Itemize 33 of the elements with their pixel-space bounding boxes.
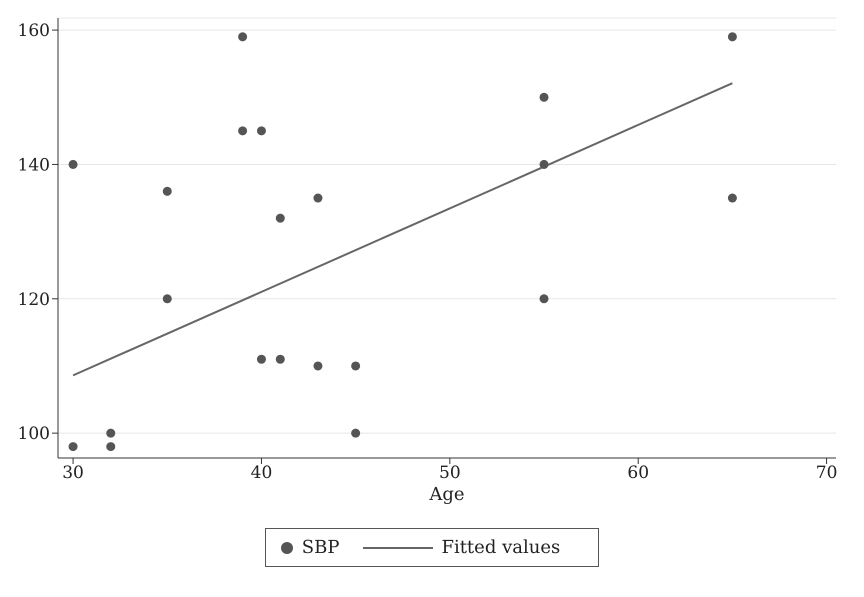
y-tick-label: 140	[18, 155, 50, 176]
point	[728, 194, 737, 203]
point	[313, 361, 322, 370]
point	[256, 126, 266, 136]
point	[540, 92, 549, 102]
point	[106, 442, 116, 452]
point	[238, 32, 248, 42]
point	[313, 194, 322, 203]
x-axis-title: Age	[428, 484, 465, 505]
point	[238, 126, 248, 136]
legend-label: SBP	[302, 537, 340, 558]
point	[106, 428, 116, 438]
point	[728, 32, 737, 42]
point	[351, 428, 360, 438]
x-tick-label: 60	[627, 463, 650, 484]
point	[540, 294, 549, 304]
point	[351, 361, 360, 370]
x-tick-label: 30	[62, 463, 84, 484]
point	[68, 442, 78, 452]
point	[276, 214, 285, 223]
y-tick-label: 100	[18, 424, 50, 444]
point	[540, 160, 549, 169]
y-tick-label: 120	[18, 290, 50, 310]
point	[256, 354, 266, 364]
legend-label: Fitted values	[441, 537, 560, 558]
point	[276, 354, 285, 364]
point	[162, 294, 172, 304]
x-tick-label: 70	[816, 463, 838, 484]
y-tick-label: 160	[18, 21, 50, 42]
point	[162, 186, 172, 196]
point	[68, 160, 78, 169]
x-tick-label: 50	[439, 463, 461, 484]
x-tick-label: 40	[250, 463, 272, 484]
